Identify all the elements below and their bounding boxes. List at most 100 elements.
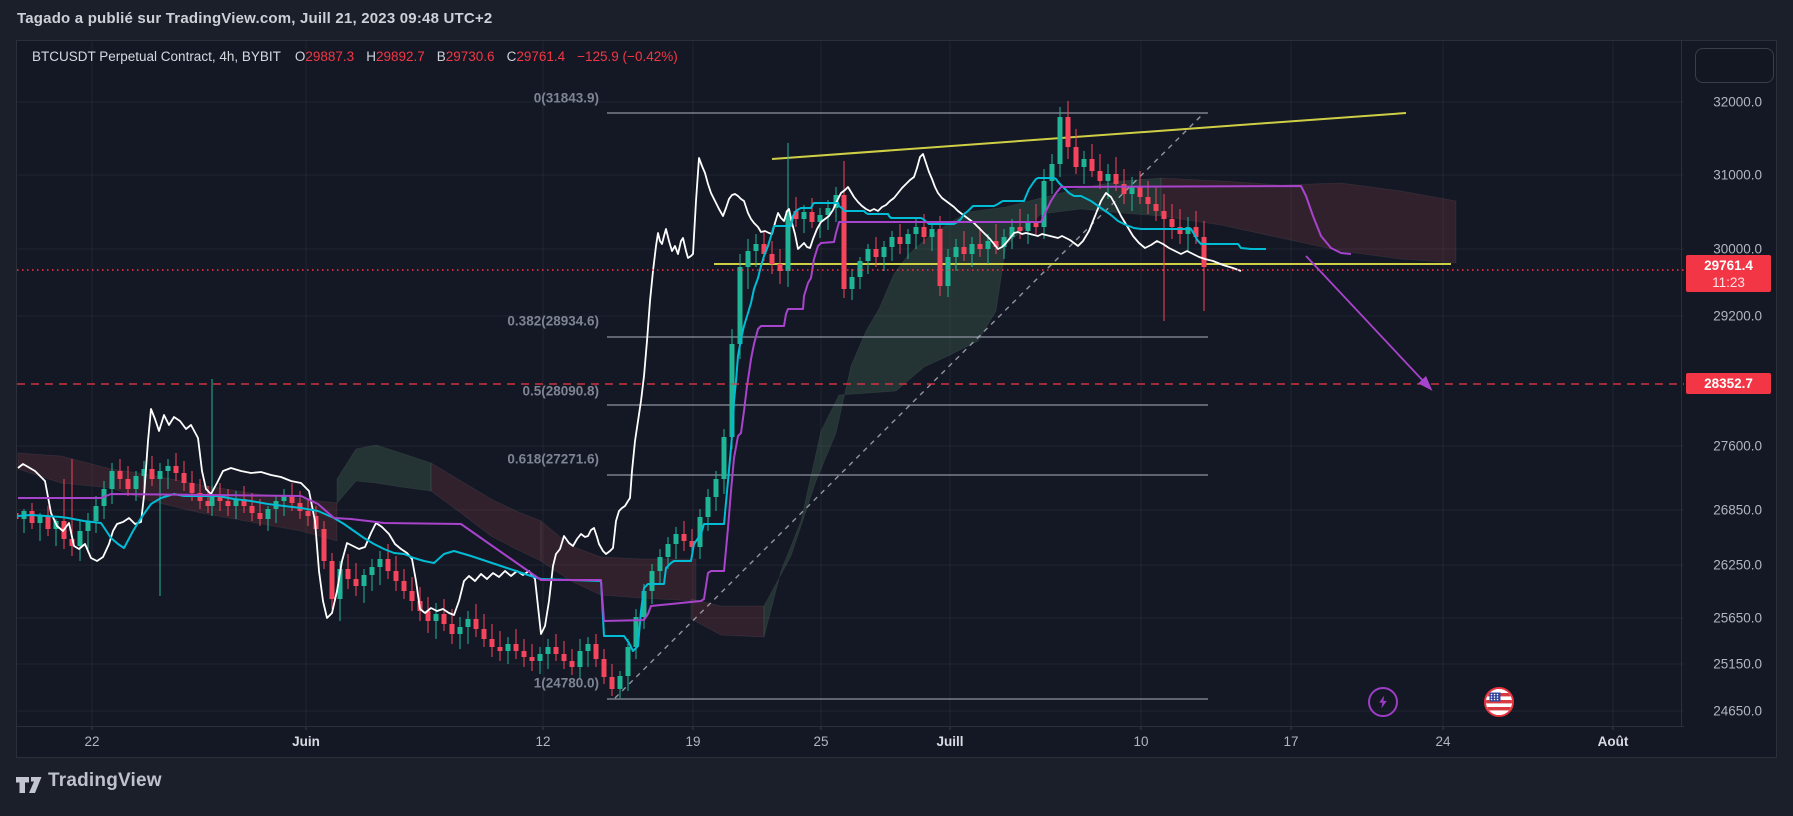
candle-body [353,579,359,586]
candle-body [1105,174,1111,181]
bar-countdown: 11:23 [1712,275,1745,290]
price-tick-label: 25650.0 [1713,610,1762,626]
time-tick-label[interactable]: 22 [84,734,100,749]
ohlc-pair: O29887.3 [294,49,355,64]
candle-body [233,499,239,506]
price-tick-label: 32000.0 [1713,94,1762,110]
candle-body [337,569,343,599]
candle-body [93,506,99,521]
candle-body [969,244,975,254]
fib-level-label[interactable]: 0(31843.9) [533,90,599,106]
candle-body [1025,221,1031,231]
candle-body [165,466,171,471]
fib-level-label[interactable]: 0.618(27271.6) [507,451,599,467]
lightning-event-marker[interactable] [1368,687,1398,717]
candle-body [641,591,647,617]
candle-body [857,261,863,277]
time-tick-label[interactable]: Juill [936,734,964,749]
symbol-legend[interactable]: BTCUSDT Perpetual Contract, 4h, BYBIT O29… [32,49,678,64]
price-tick-label: 27600.0 [1713,438,1762,454]
price-scale[interactable]: 32000.0 31000.0 30000.0 29200.0 27600.0 26850… [1681,41,1776,726]
candle-body [1057,117,1063,164]
ichimoku-cloud-red [540,520,697,602]
fib-level-label[interactable]: 0.5(28090.8) [522,383,599,399]
candle-body [441,614,447,624]
candle-body [577,651,583,667]
candle-body [481,629,487,639]
candle-body [817,215,823,222]
candle-body [449,624,455,634]
price-tick-label: 24650.0 [1713,703,1762,719]
candle-body [897,237,903,244]
us-flag-event-marker[interactable] [1484,687,1514,717]
candle-body [149,469,155,479]
candle-body [257,513,263,519]
candle-body [1113,174,1119,184]
publish-banner: Tagado a publié sur TradingView.com, Jui… [0,0,1793,40]
time-tick-label[interactable]: Août [1597,734,1629,749]
candle-body [1073,147,1079,167]
candle-body [585,644,591,651]
purple-ma-line [18,185,1352,622]
candle-body [465,619,471,627]
candle-body [809,212,815,222]
candle-body [289,496,295,503]
candle-body [545,647,551,654]
ohlc-pair: H29892.7 [366,49,425,64]
candle-body [513,644,519,651]
candle-body [489,639,495,647]
candle-body [157,471,163,479]
candle-body [673,534,679,544]
us-flag-icon [1486,689,1512,715]
ichimoku-cloud-red [430,462,542,562]
candle-body [625,647,631,676]
yellow-trendline [771,112,1407,160]
price-tick-label: 26850.0 [1713,502,1762,518]
candle-body [1017,227,1023,231]
time-scale[interactable]: 22 Juin 12 19 25 Juill 10 17 24 Août [17,726,1684,759]
collapsed-toolbar-box[interactable] [1695,48,1774,83]
candle-body [37,516,43,523]
candle-body [601,659,607,677]
candle-body [249,506,255,513]
candle-body [841,195,847,289]
candle-body [473,619,479,629]
candle-body [801,212,807,219]
fib-level-label[interactable]: 0.382(28934.6) [507,313,599,329]
time-tick-label[interactable]: 25 [813,734,829,749]
ichimoku-cloud-red [690,598,765,638]
candle-body [889,237,895,247]
time-tick-label[interactable]: Juin [292,734,320,749]
symbol-title[interactable]: BTCUSDT Perpetual Contract, 4h, BYBIT [32,49,281,64]
tradingview-brand-text[interactable]: TradingView [48,770,162,791]
time-tick-label[interactable]: 10 [1133,734,1149,749]
candle-body [689,541,695,547]
tradingview-logo-icon[interactable] [14,770,44,800]
time-tick-label[interactable]: 12 [535,734,551,749]
candle-body [537,654,543,661]
candle-body [553,647,559,654]
candle-body [417,601,423,611]
dashed-trendline [614,112,1205,699]
candle-body [125,479,131,489]
candle-body [1137,187,1143,197]
candle-body [321,529,327,561]
lightning-icon [1379,695,1387,709]
ichimoku-cloud-green [336,444,432,505]
candle-body [1169,219,1175,227]
time-tick-label[interactable]: 24 [1435,734,1451,749]
price-chart-canvas[interactable] [17,41,1778,759]
candle-body [769,254,775,264]
ohlc-pair: C29761.4 [506,49,566,64]
publish-banner-text: Tagado a publié sur TradingView.com, Jui… [17,10,493,27]
fib-level-label[interactable]: 1(24780.0) [533,675,599,691]
candle-body [665,544,671,557]
candle-body [189,483,195,493]
candle-body [361,575,367,586]
candle-body [1009,227,1015,237]
time-tick-label[interactable]: 19 [685,734,701,749]
candle-body [1041,181,1047,227]
change-value: −125.9 (−0.42%) [577,49,678,64]
time-tick-label[interactable]: 17 [1283,734,1299,749]
candle-body [117,471,123,479]
